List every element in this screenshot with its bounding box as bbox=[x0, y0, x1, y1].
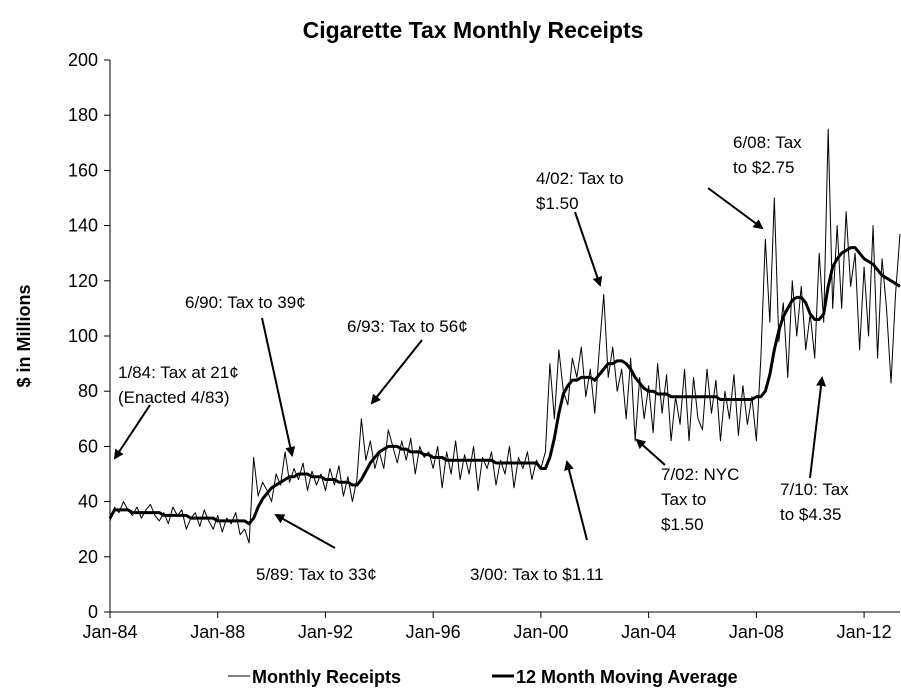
annotation-arrow bbox=[635, 438, 666, 466]
x-tick-label: Jan-04 bbox=[621, 622, 676, 642]
annotation: (Enacted 4/83) bbox=[118, 388, 230, 407]
legend-label: Monthly Receipts bbox=[252, 667, 401, 687]
annotation-arrow bbox=[564, 460, 588, 541]
chart-title: Cigarette Tax Monthly Receipts bbox=[303, 17, 644, 43]
annotation: 4/02: Tax to bbox=[536, 169, 624, 188]
y-tick-label: 20 bbox=[78, 547, 98, 567]
annotation-arrow bbox=[113, 404, 151, 460]
x-tick-label: Jan-12 bbox=[837, 622, 892, 642]
annotation-arrow bbox=[274, 514, 336, 549]
annotation: 5/89: Tax to 33¢ bbox=[256, 565, 377, 584]
y-tick-label: 80 bbox=[78, 381, 98, 401]
annotation: to $2.75 bbox=[733, 158, 794, 177]
annotation-arrow bbox=[261, 317, 296, 457]
annotation: Tax to bbox=[661, 490, 706, 509]
annotation: 6/90: Tax to 39¢ bbox=[185, 293, 306, 312]
y-tick-label: 0 bbox=[88, 602, 98, 622]
y-tick-label: 100 bbox=[68, 326, 98, 346]
y-tick-label: 40 bbox=[78, 492, 98, 512]
annotation: 7/10: Tax bbox=[780, 480, 849, 499]
annotation: 3/00: Tax to $1.11 bbox=[470, 565, 604, 584]
annotation: $1.50 bbox=[661, 515, 704, 534]
annotation: 7/02: NYC bbox=[661, 465, 739, 484]
y-tick-label: 160 bbox=[68, 160, 98, 180]
annotation-arrow bbox=[707, 187, 764, 230]
y-tick-label: 180 bbox=[68, 105, 98, 125]
annotation: 6/08: Tax bbox=[733, 133, 802, 152]
annotation: $1.50 bbox=[536, 194, 579, 213]
y-axis-label: $ in Millions bbox=[14, 284, 34, 387]
x-tick-label: Jan-92 bbox=[298, 622, 353, 642]
x-tick-label: Jan-88 bbox=[190, 622, 245, 642]
annotation-arrow bbox=[574, 211, 603, 287]
annotation-arrow bbox=[809, 376, 827, 479]
x-tick-label: Jan-84 bbox=[82, 622, 137, 642]
annotation: 1/84: Tax at 21¢ bbox=[118, 363, 239, 382]
series-line bbox=[109, 128, 901, 544]
annotation: 6/93: Tax to 56¢ bbox=[347, 317, 468, 336]
annotation-arrow bbox=[370, 339, 423, 405]
y-tick-label: 140 bbox=[68, 216, 98, 236]
y-tick-label: 200 bbox=[68, 50, 98, 70]
legend-label: 12 Month Moving Average bbox=[516, 667, 738, 687]
series-line bbox=[108, 246, 901, 526]
x-tick-label: Jan-96 bbox=[406, 622, 461, 642]
annotation: to $4.35 bbox=[780, 505, 841, 524]
x-tick-label: Jan-00 bbox=[513, 622, 568, 642]
y-tick-label: 60 bbox=[78, 436, 98, 456]
y-tick-label: 120 bbox=[68, 271, 98, 291]
x-tick-label: Jan-08 bbox=[729, 622, 784, 642]
